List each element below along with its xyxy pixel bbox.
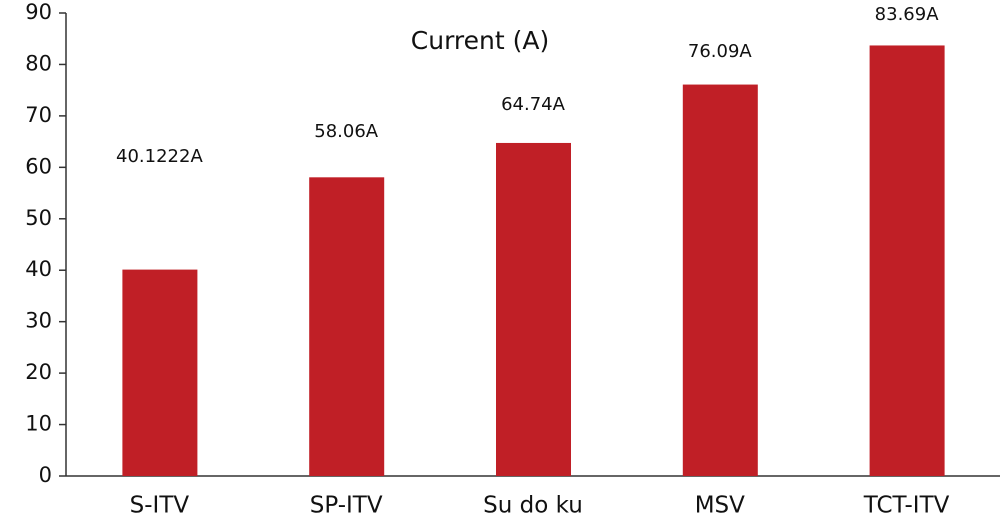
y-tick-label: 10: [25, 412, 52, 436]
x-tick-label: TCT-ITV: [863, 493, 950, 519]
bar: [682, 84, 758, 477]
y-tick-label: 60: [25, 154, 52, 178]
bar: [869, 45, 945, 476]
bar: [496, 142, 571, 476]
y-tick-label: 70: [25, 103, 52, 127]
value-label: 64.74A: [501, 94, 566, 115]
value-label: 83.69A: [875, 4, 940, 25]
y-tick-label: 50: [25, 206, 52, 230]
chart-title: Current (A): [411, 26, 549, 55]
y-tick-label: 40: [25, 257, 52, 281]
x-tick-label: Su do ku: [483, 493, 583, 519]
y-tick-label: 0: [39, 463, 52, 487]
value-label: 58.06A: [314, 121, 379, 142]
y-tick-label: 20: [25, 360, 52, 384]
value-label: 76.09A: [688, 41, 753, 62]
value-label: 40.1222A: [116, 146, 203, 167]
y-tick-label: 80: [25, 51, 52, 75]
y-tick-label: 30: [25, 309, 52, 333]
y-tick-label: 90: [25, 0, 52, 24]
bar: [309, 177, 385, 477]
x-tick-label: SP-ITV: [310, 493, 383, 519]
x-tick-label: S-ITV: [130, 493, 190, 519]
x-tick-label: MSV: [695, 493, 745, 519]
bar: [122, 269, 198, 476]
